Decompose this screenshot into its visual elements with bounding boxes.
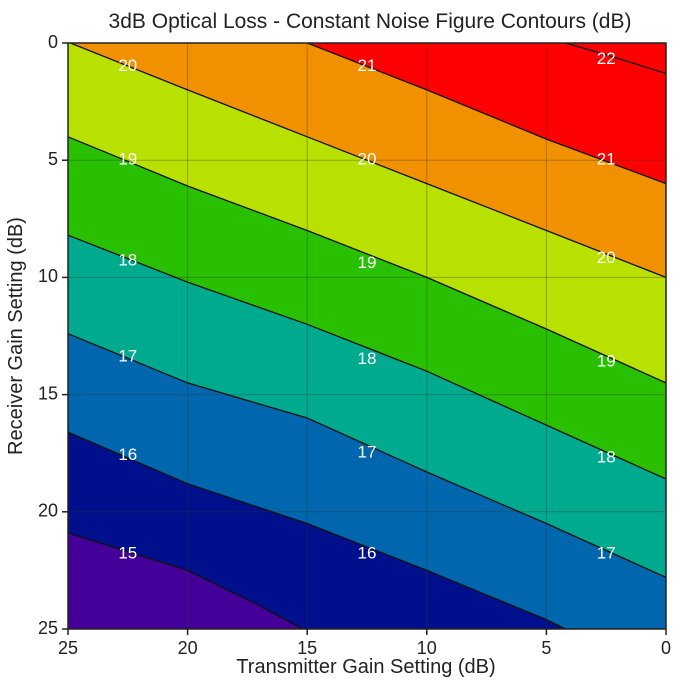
contour-label-20: 20: [597, 248, 616, 267]
contour-label-22: 22: [597, 49, 616, 68]
contour-label-17: 17: [118, 347, 137, 366]
x-tick-label: 5: [541, 638, 551, 658]
y-tick-label: 10: [38, 266, 58, 286]
x-tick-label: 10: [417, 638, 437, 658]
contour-label-16: 16: [358, 543, 377, 562]
contour-label-21: 21: [597, 150, 616, 169]
y-tick-label: 25: [38, 618, 58, 638]
contour-label-16: 16: [118, 445, 137, 464]
x-axis-label: Transmitter Gain Setting (dB): [236, 656, 495, 678]
contour-labels: 22 21 20 21 20 19 20 19 18 19 18 17 18 17 16 17 16 15: [118, 49, 615, 563]
contour-line-21: [306, 42, 667, 185]
contour-label-18: 18: [118, 250, 137, 269]
contour-label-17: 17: [358, 443, 377, 462]
y-tick-label: 15: [38, 383, 58, 403]
y-axis-label: Receiver Gain Setting (dB): [5, 217, 27, 455]
contour-label-19: 19: [118, 150, 137, 169]
contour-label-20: 20: [358, 150, 377, 169]
contour-label-17: 17: [597, 543, 616, 562]
y-tick-label: 20: [38, 501, 58, 521]
contour-label-18: 18: [358, 349, 377, 368]
x-tick-label: 0: [661, 638, 671, 658]
x-tick-label: 20: [178, 638, 198, 658]
contour-line-15: [67, 532, 303, 630]
contour-label-20: 20: [118, 56, 137, 75]
y-tick-label: 5: [48, 149, 58, 169]
contour-label-19: 19: [358, 253, 377, 272]
plot-frame: [67, 42, 667, 630]
contour-line-17: [67, 333, 667, 578]
x-axis-ticks: 25 20 15 10 5 0: [58, 629, 671, 658]
contour-label-18: 18: [597, 447, 616, 466]
x-tick-label: 25: [58, 638, 78, 658]
contour-line-18: [67, 234, 667, 480]
contour-lines: [67, 42, 667, 630]
contour-label-19: 19: [597, 351, 616, 370]
contour-line-16: [67, 431, 566, 630]
contour-label-21: 21: [358, 56, 377, 75]
contour-line-22: [565, 42, 667, 75]
contour-line-20: [70, 42, 667, 279]
contour-line-19: [67, 136, 667, 384]
y-tick-label: 0: [48, 32, 58, 52]
chart-title: 3dB Optical Loss - Constant Noise Figure…: [109, 10, 632, 33]
contour-fills: [68, 43, 666, 629]
contour-label-15: 15: [118, 543, 137, 562]
y-axis-ticks: 0 5 10 15 20 25: [38, 32, 68, 638]
x-tick-label: 15: [297, 638, 317, 658]
